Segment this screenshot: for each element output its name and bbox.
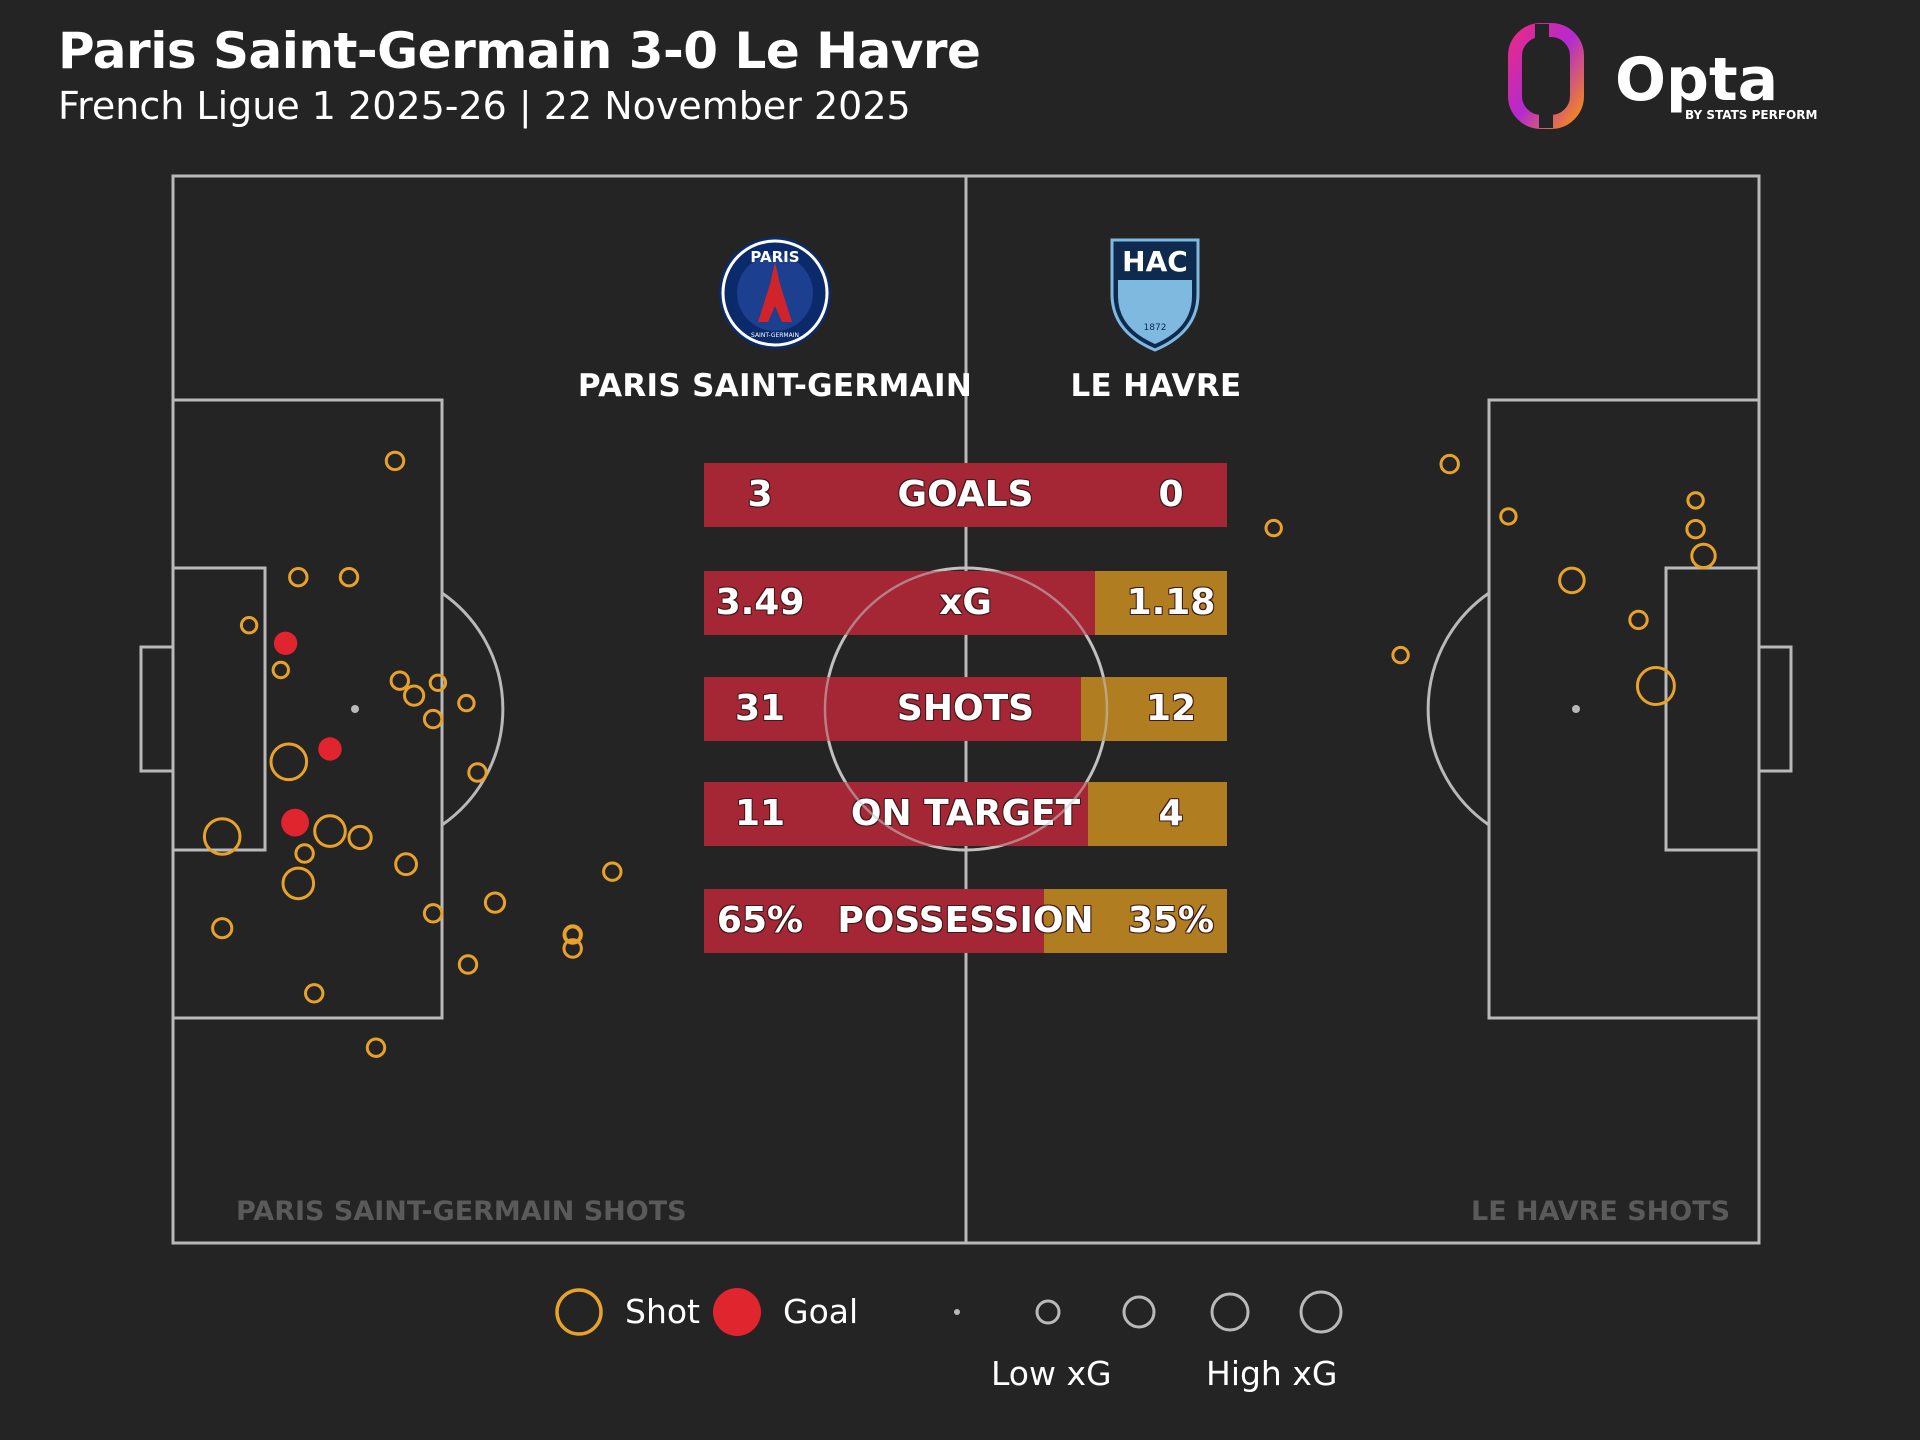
- hac-crest-year: 1872: [1144, 323, 1167, 333]
- shot-marker: [1391, 645, 1410, 665]
- stat-away-value: 0: [1158, 474, 1184, 515]
- shot-marker: [338, 567, 360, 588]
- shot-marker: [347, 824, 373, 851]
- psg-crest-subtext: SAINT-GERMAIN: [751, 332, 799, 339]
- stat-away-value: 4: [1158, 793, 1184, 834]
- legend-low-xg-label: Low xG: [991, 1354, 1112, 1393]
- left-penalty-spot: [351, 705, 359, 713]
- shot-marker: [281, 866, 316, 901]
- left-six-yard-box: [171, 566, 267, 852]
- page-subtitle: French Ligue 1 2025-26 | 22 November 202…: [58, 84, 911, 128]
- shot-marker: [1628, 609, 1649, 631]
- away-shots-label: LE HAVRE SHOTS: [1471, 1196, 1731, 1227]
- shot-marker: [422, 903, 444, 924]
- shot-marker: [211, 917, 234, 940]
- stat-label: xG: [939, 582, 992, 623]
- eiffel-tower-icon: [758, 262, 792, 322]
- right-penalty-arc: [1426, 591, 1490, 827]
- shot-marker: [1690, 542, 1717, 570]
- le-havre-crest: HAC 1872: [1110, 238, 1200, 352]
- stat-away-fill: [1094, 571, 1227, 635]
- stat-home-value: 3.49: [715, 582, 805, 623]
- stat-away-value: 12: [1145, 688, 1197, 729]
- psg-crest: PARIS SAINT-GERMAIN: [719, 237, 831, 349]
- right-penalty-area: [1487, 398, 1761, 1020]
- left-goal: [139, 645, 175, 773]
- shot-marker: [403, 684, 426, 707]
- stat-bar: [704, 463, 1227, 527]
- stat-home-value: 65%: [716, 900, 804, 941]
- shot-marker: [562, 938, 583, 959]
- away-team-name: LE HAVRE: [1070, 368, 1242, 404]
- stat-label: POSSESSION: [837, 900, 1094, 941]
- shot-marker: [294, 843, 315, 864]
- legend-shot-label: Shot: [625, 1292, 700, 1331]
- stat-row-goals: 3 GOALS 0: [704, 463, 1227, 527]
- stat-row-shots: 31 SHOTS 12: [704, 677, 1227, 741]
- shot-marker: [457, 693, 476, 713]
- shot-marker: [365, 1037, 387, 1058]
- shot-marker: [269, 742, 309, 782]
- opta-tagline: BY STATS PERFORM: [1685, 108, 1817, 122]
- stat-row-possession: 65% POSSESSION 35%: [704, 889, 1227, 953]
- pitch-lines: [139, 174, 1793, 1245]
- goal-marker: [273, 631, 298, 655]
- shot-marker: [1635, 666, 1676, 706]
- shots-layer: [202, 450, 1717, 1058]
- stat-away-fill: [1043, 889, 1227, 953]
- goal-marker: [318, 737, 342, 761]
- shot-marker: [562, 924, 583, 945]
- psg-crest-text: PARIS: [750, 248, 799, 266]
- shot-marker: [467, 762, 488, 783]
- hac-crest-text: HAC: [1122, 245, 1188, 278]
- home-team-name: PARIS SAINT-GERMAIN: [577, 368, 973, 404]
- shot-marker: [483, 891, 507, 914]
- shot-marker: [394, 852, 419, 877]
- legend-high-xg-label: High xG: [1206, 1354, 1338, 1393]
- stat-row-on-target: 11 ON TARGET 4: [704, 782, 1227, 846]
- shot-marker: [389, 670, 410, 691]
- shot-marker: [384, 450, 406, 472]
- left-penalty-arc: [441, 591, 505, 827]
- stat-home-value: 11: [734, 793, 786, 834]
- legend-goal-label: Goal: [783, 1292, 859, 1331]
- home-shots-label: PARIS SAINT-GERMAIN SHOTS: [236, 1196, 687, 1227]
- shot-marker: [422, 708, 444, 730]
- stat-away-value: 35%: [1127, 900, 1215, 941]
- shot-marker: [313, 814, 347, 848]
- shot-marker: [602, 861, 623, 882]
- shot-marker: [1558, 566, 1586, 595]
- stat-label: SHOTS: [896, 688, 1035, 729]
- page-title: Paris Saint-Germain 3-0 Le Havre: [58, 22, 981, 80]
- shot-marker: [202, 817, 242, 856]
- shot-marker: [1685, 519, 1706, 540]
- stat-home-value: 31: [734, 688, 786, 729]
- shot-marker: [1686, 491, 1705, 510]
- right-goal: [1757, 645, 1793, 773]
- shot-marker: [1439, 453, 1460, 475]
- shot-marker: [457, 954, 479, 975]
- right-penalty-spot: [1572, 705, 1580, 713]
- stat-away-fill: [1087, 782, 1227, 846]
- shot-marker: [428, 673, 448, 692]
- goal-marker: [281, 808, 309, 837]
- shot-marker: [271, 660, 290, 680]
- stat-row-xg: 3.49 xG 1.18: [704, 571, 1227, 635]
- opta-wordmark: Opta: [1615, 45, 1778, 115]
- stat-home-value: 3: [747, 474, 773, 515]
- shot-marker: [1264, 518, 1283, 538]
- stat-away-value: 1.18: [1126, 582, 1216, 623]
- shot-marker: [288, 567, 309, 588]
- opta-logo: Opta BY STATS PERFORM: [1508, 23, 1817, 129]
- stat-label: GOALS: [897, 474, 1034, 515]
- shot-marker: [304, 983, 325, 1004]
- stat-label: ON TARGET: [850, 793, 1081, 834]
- shot-marker: [1499, 507, 1518, 526]
- shot-marker: [239, 616, 259, 635]
- right-six-yard-box: [1664, 566, 1761, 852]
